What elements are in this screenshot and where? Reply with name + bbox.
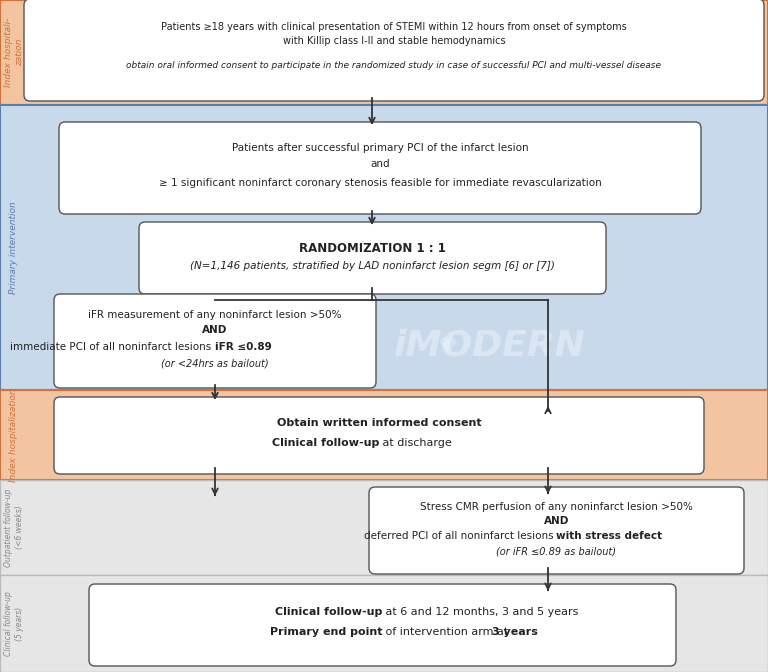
FancyBboxPatch shape	[54, 397, 704, 474]
Text: Index hospitalization: Index hospitalization	[9, 388, 18, 482]
Text: of intervention arm at: of intervention arm at	[382, 627, 512, 637]
FancyBboxPatch shape	[369, 487, 744, 574]
Text: AND: AND	[202, 325, 227, 335]
FancyBboxPatch shape	[139, 222, 606, 294]
Text: Index hospitali-
zation: Index hospitali- zation	[5, 18, 24, 87]
Text: ♥: ♥	[438, 337, 458, 357]
FancyBboxPatch shape	[24, 0, 764, 101]
Text: Stress CMR perfusion of any noninfarct lesion >50%: Stress CMR perfusion of any noninfarct l…	[420, 502, 693, 512]
Text: (or ​iFR ≤0.89 as bailout): (or ​iFR ≤0.89 as bailout)	[496, 547, 617, 557]
Bar	[0, 0, 768, 105]
Text: iFR measurement of any noninfarct lesion >50%: iFR measurement of any noninfarct lesion…	[88, 310, 342, 320]
Text: deferred PCI of all noninfarct lesions: deferred PCI of all noninfarct lesions	[363, 531, 557, 541]
Bar	[0, 390, 768, 480]
Text: RANDOMIZATION 1 : 1: RANDOMIZATION 1 : 1	[299, 241, 446, 255]
Text: 3 years: 3 years	[492, 627, 538, 637]
Text: and: and	[370, 159, 390, 169]
Text: ≥ 1 significant noninfarct coronary stenosis feasible for immediate revasculariz: ≥ 1 significant noninfarct coronary sten…	[159, 178, 601, 188]
Text: with Killip class I-II and stable hemodynamics: with Killip class I-II and stable hemody…	[283, 36, 505, 46]
Bar	[0, 105, 768, 390]
Text: at discharge: at discharge	[379, 438, 452, 448]
Text: immediate PCI of all noninfarct lesions: immediate PCI of all noninfarct lesions	[11, 342, 215, 352]
Text: Obtain written informed consent: Obtain written informed consent	[276, 418, 482, 428]
Text: (or <24hrs as bailout): (or <24hrs as bailout)	[161, 359, 269, 369]
Text: iMODERN: iMODERN	[394, 328, 586, 362]
FancyBboxPatch shape	[89, 584, 676, 666]
Text: Clinical follow-up: Clinical follow-up	[272, 438, 379, 448]
FancyBboxPatch shape	[59, 122, 701, 214]
Text: iFR ≤0.89: iFR ≤0.89	[215, 342, 272, 352]
Text: Patients ≥18 years with clinical presentation of STEMI within 12 hours from onse: Patients ≥18 years with clinical present…	[161, 22, 627, 32]
Text: at 6 and 12 months, 3 and 5 years: at 6 and 12 months, 3 and 5 years	[382, 607, 579, 617]
Text: with stress defect: with stress defect	[557, 531, 663, 541]
Text: Primary end point: Primary end point	[270, 627, 382, 637]
FancyBboxPatch shape	[54, 294, 376, 388]
Bar	[0, 480, 768, 575]
Text: Outpatient follow-up
(<6 weeks): Outpatient follow-up (<6 weeks)	[5, 489, 24, 566]
Text: Clinical follow-up: Clinical follow-up	[275, 607, 382, 617]
Text: Patients after successful primary PCI of the infarct lesion: Patients after successful primary PCI of…	[232, 143, 528, 153]
Text: Primary intervention: Primary intervention	[9, 201, 18, 294]
Text: obtain oral informed consent to participate in the randomized study in case of s: obtain oral informed consent to particip…	[127, 60, 661, 69]
Text: AND: AND	[544, 516, 569, 526]
Text: Clinical follow-up
(5 years): Clinical follow-up (5 years)	[5, 591, 24, 656]
Text: (N=1,146 patients, stratified by LAD noninfarct lesion segm [6] or [7]): (N=1,146 patients, stratified by LAD non…	[190, 261, 555, 271]
Bar	[0, 575, 768, 672]
